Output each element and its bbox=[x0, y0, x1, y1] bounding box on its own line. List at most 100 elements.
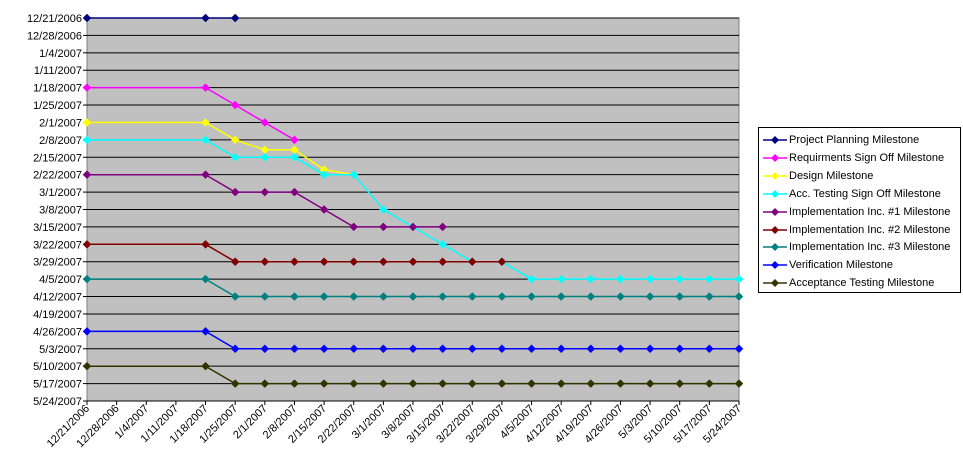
y-tick-label: 1/25/2007 bbox=[33, 100, 82, 112]
legend-swatch-marker bbox=[771, 243, 779, 252]
data-point bbox=[586, 379, 596, 388]
data-point bbox=[260, 257, 270, 267]
legend-item: Implementation Inc. #1 Milestone bbox=[759, 204, 960, 222]
data-point bbox=[734, 344, 744, 354]
y-tick-label: 12/21/2006 bbox=[27, 13, 82, 25]
data-point bbox=[319, 257, 329, 267]
data-point bbox=[290, 257, 299, 267]
data-point bbox=[201, 135, 210, 145]
legend-item: Design Milestone bbox=[759, 168, 960, 186]
data-point bbox=[230, 187, 240, 197]
y-tick-label: 3/22/2007 bbox=[33, 239, 82, 251]
data-point bbox=[675, 344, 685, 354]
data-point bbox=[201, 239, 210, 249]
series-group bbox=[82, 361, 744, 388]
data-point bbox=[527, 292, 536, 301]
x-axis-ticks: 12/21/200612/28/20061/4/20071/11/20071/1… bbox=[45, 400, 744, 450]
legend-label: Acc. Testing Sign Off Milestone bbox=[789, 187, 941, 200]
data-point bbox=[319, 205, 329, 214]
data-point bbox=[438, 379, 447, 388]
y-tick-label: 1/11/2007 bbox=[34, 65, 82, 77]
data-point bbox=[379, 292, 388, 301]
legend-item: Verification Milestone bbox=[759, 257, 960, 275]
data-point bbox=[379, 222, 388, 232]
series-group bbox=[82, 13, 240, 23]
legend-label: Acceptance Testing Milestone bbox=[789, 277, 935, 290]
series-line bbox=[87, 330, 739, 350]
y-tick-label: 2/1/2007 bbox=[39, 117, 82, 129]
data-point bbox=[230, 13, 240, 23]
legend-label: Verification Milestone bbox=[789, 259, 893, 272]
legend-swatch bbox=[763, 189, 787, 198]
data-point bbox=[319, 170, 329, 180]
data-point bbox=[290, 135, 299, 145]
data-point bbox=[201, 83, 210, 92]
legend-label: Requirments Sign Off Milestone bbox=[789, 151, 945, 164]
series-layer bbox=[82, 13, 744, 388]
y-tick-label: 4/26/2007 bbox=[33, 326, 82, 338]
data-point bbox=[230, 152, 240, 162]
data-point bbox=[705, 292, 714, 301]
data-point bbox=[201, 361, 210, 371]
data-point bbox=[82, 118, 92, 127]
series-group bbox=[82, 239, 507, 267]
data-point bbox=[467, 257, 477, 267]
legend-swatch bbox=[763, 171, 787, 180]
legend-label: Implementation Inc. #3 Milestone bbox=[789, 241, 951, 254]
data-point bbox=[201, 327, 210, 336]
data-point bbox=[527, 379, 536, 388]
legend-label: Project Planning Milestone bbox=[789, 134, 920, 146]
data-point bbox=[260, 187, 270, 197]
data-point bbox=[379, 379, 388, 388]
series-line bbox=[87, 173, 443, 228]
data-point bbox=[675, 274, 685, 284]
legend-swatch-marker bbox=[771, 279, 779, 288]
series-group bbox=[82, 274, 744, 301]
legend-swatch bbox=[763, 225, 787, 234]
series-group bbox=[82, 170, 447, 232]
data-point bbox=[349, 379, 359, 388]
data-point bbox=[290, 187, 299, 197]
y-tick-label: 3/15/2007 bbox=[33, 222, 82, 234]
y-tick-label: 5/10/2007 bbox=[33, 361, 82, 373]
y-tick-label: 3/29/2007 bbox=[33, 257, 82, 269]
data-point bbox=[467, 379, 477, 388]
data-point bbox=[645, 344, 655, 354]
legend-swatch-marker bbox=[771, 207, 779, 216]
data-point bbox=[705, 274, 714, 284]
data-point bbox=[201, 170, 210, 180]
data-point bbox=[497, 344, 507, 354]
data-point bbox=[230, 135, 240, 145]
data-point bbox=[349, 170, 359, 180]
data-point bbox=[556, 379, 566, 388]
legend-swatch-marker bbox=[771, 171, 779, 180]
legend-swatch bbox=[763, 261, 787, 270]
legend-swatch bbox=[763, 207, 787, 216]
data-point bbox=[527, 274, 536, 284]
legend-item: Acceptance Testing Milestone bbox=[759, 275, 960, 292]
y-tick-label: 2/8/2007 bbox=[39, 135, 82, 147]
data-point bbox=[82, 135, 92, 145]
data-point bbox=[82, 239, 92, 249]
series-line bbox=[87, 365, 739, 385]
series-group bbox=[82, 83, 299, 145]
data-point bbox=[82, 170, 92, 180]
data-point bbox=[290, 379, 299, 388]
y-tick-label: 5/17/2007 bbox=[33, 379, 82, 391]
y-tick-label: 5/24/2007 bbox=[33, 396, 82, 408]
y-tick-label: 4/19/2007 bbox=[33, 309, 82, 321]
data-point bbox=[616, 292, 625, 301]
data-point bbox=[201, 118, 210, 127]
data-point bbox=[467, 344, 477, 354]
data-point bbox=[349, 292, 359, 301]
data-point bbox=[734, 379, 744, 388]
data-point bbox=[645, 379, 655, 388]
legend-label: Implementation Inc. #1 Milestone bbox=[789, 205, 951, 218]
data-point bbox=[705, 379, 714, 388]
data-point bbox=[82, 327, 92, 336]
data-point bbox=[82, 274, 92, 284]
data-point bbox=[290, 344, 299, 354]
legend-label: Implementation Inc. #2 Milestone bbox=[789, 223, 951, 236]
data-point bbox=[438, 344, 447, 354]
data-point bbox=[556, 344, 566, 354]
